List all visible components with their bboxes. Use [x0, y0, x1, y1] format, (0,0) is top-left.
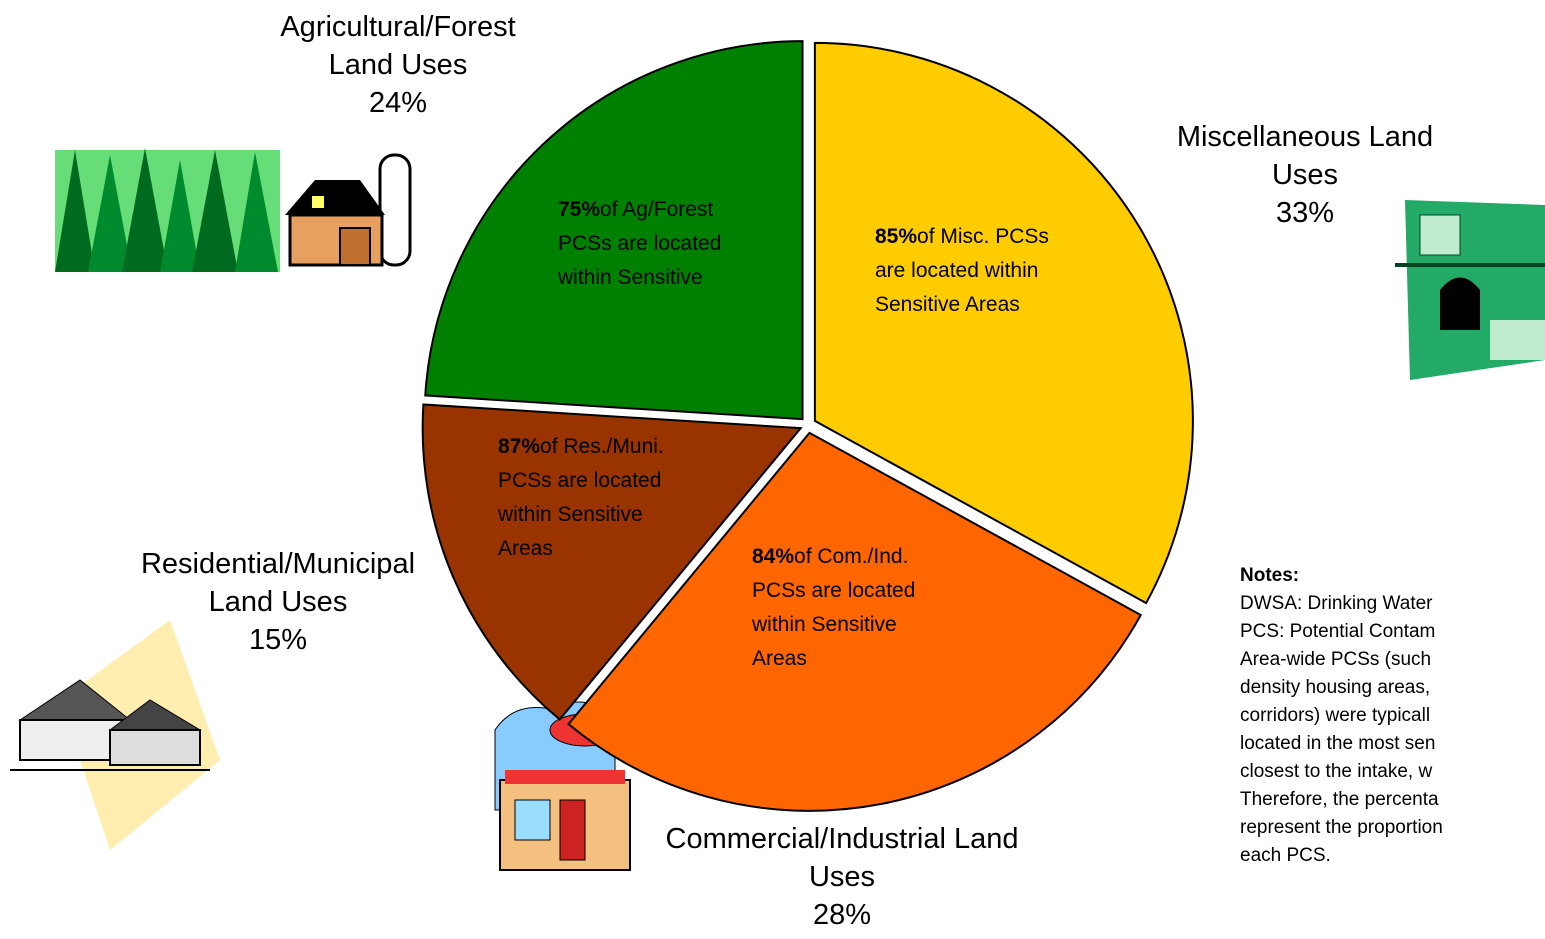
- slice-annotation: 84%of Com./Ind. PCSs are located within …: [752, 540, 952, 676]
- annotation-percent: 75%: [558, 198, 600, 221]
- annotation-percent: 84%: [752, 545, 794, 568]
- notes-line: closest to the intake, w: [1240, 758, 1545, 786]
- category-name: Commercial/Industrial Land Uses: [662, 820, 1022, 896]
- notes-line: corridors) were typicall: [1240, 702, 1545, 730]
- notes-line: represent the proportion: [1240, 814, 1545, 842]
- barn-clipart: [285, 155, 410, 265]
- value-label: 15%: [108, 621, 448, 659]
- notes-line: each PCS.: [1240, 842, 1545, 870]
- category-name: Miscellaneous Land Uses: [1155, 118, 1455, 194]
- annotation-percent: 85%: [875, 225, 917, 248]
- category-name: Agricultural/Forest Land Uses: [248, 8, 548, 84]
- notes-line: located in the most sen: [1240, 730, 1545, 758]
- value-label: 28%: [662, 896, 1022, 934]
- slice-annotation: 87%of Res./Muni. PCSs are located within…: [498, 430, 668, 566]
- category-name: Residential/Municipal Land Uses: [108, 545, 448, 621]
- notes-line: Therefore, the percenta: [1240, 786, 1545, 814]
- notes-line: density housing areas,: [1240, 674, 1545, 702]
- chart: Miscellaneous Land Uses33% 85%of Misc. PC…: [0, 0, 1545, 939]
- notes-line: PCS: Potential Contam: [1240, 618, 1545, 646]
- notes-line: Area-wide PCSs (such: [1240, 646, 1545, 674]
- annotation-percent: 87%: [498, 435, 540, 458]
- notes-line: DWSA: Drinking Water: [1240, 590, 1545, 618]
- notes-title: Notes:: [1240, 562, 1545, 590]
- value-label: 24%: [248, 84, 548, 122]
- value-label: 33%: [1155, 194, 1455, 232]
- trees-clipart: [55, 148, 280, 272]
- slice-annotation: 85%of Misc. PCSs are located within Sens…: [875, 220, 1065, 322]
- slice-annotation: 75%of Ag/Forest PCSs are located within …: [558, 193, 758, 295]
